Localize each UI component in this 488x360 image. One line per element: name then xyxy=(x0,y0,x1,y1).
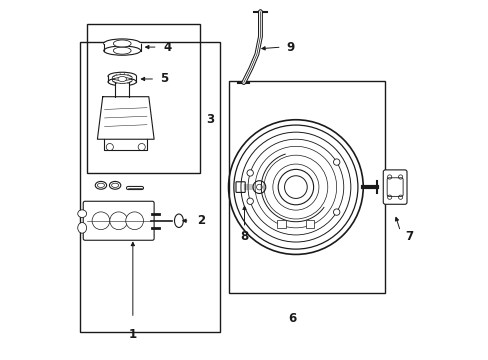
Ellipse shape xyxy=(112,75,132,81)
Circle shape xyxy=(246,170,253,176)
Circle shape xyxy=(252,181,265,193)
Ellipse shape xyxy=(78,222,86,233)
FancyBboxPatch shape xyxy=(83,201,154,240)
Ellipse shape xyxy=(97,183,104,188)
Ellipse shape xyxy=(109,181,121,189)
Circle shape xyxy=(278,169,313,205)
Ellipse shape xyxy=(174,214,183,228)
Text: 2: 2 xyxy=(196,214,204,227)
Ellipse shape xyxy=(108,72,136,80)
Ellipse shape xyxy=(118,76,126,81)
Text: 4: 4 xyxy=(163,41,171,54)
Circle shape xyxy=(398,195,402,199)
Text: 8: 8 xyxy=(240,230,248,243)
Circle shape xyxy=(398,175,402,179)
Bar xyxy=(80,42,219,332)
Text: 6: 6 xyxy=(287,312,296,325)
FancyBboxPatch shape xyxy=(236,182,244,192)
Bar xyxy=(305,220,314,228)
Ellipse shape xyxy=(111,183,119,188)
Circle shape xyxy=(333,159,339,165)
Ellipse shape xyxy=(103,39,141,48)
Text: 5: 5 xyxy=(160,72,168,85)
Text: 9: 9 xyxy=(286,41,294,54)
Circle shape xyxy=(110,212,127,230)
Ellipse shape xyxy=(113,40,131,47)
Text: 1: 1 xyxy=(128,328,137,341)
Circle shape xyxy=(284,176,306,198)
Bar xyxy=(86,24,200,173)
Bar xyxy=(228,81,384,293)
Bar xyxy=(103,43,141,51)
Polygon shape xyxy=(97,97,154,139)
Circle shape xyxy=(386,195,391,199)
Bar xyxy=(108,76,136,82)
Bar xyxy=(277,220,285,228)
FancyBboxPatch shape xyxy=(383,170,406,204)
Bar xyxy=(115,84,129,99)
Text: 7: 7 xyxy=(404,230,412,243)
Text: 3: 3 xyxy=(206,113,214,126)
Circle shape xyxy=(125,212,143,230)
Circle shape xyxy=(386,175,391,179)
Ellipse shape xyxy=(78,210,86,217)
Ellipse shape xyxy=(95,181,106,189)
Circle shape xyxy=(92,212,110,230)
Circle shape xyxy=(246,198,253,204)
Circle shape xyxy=(333,209,339,215)
Circle shape xyxy=(256,184,262,190)
